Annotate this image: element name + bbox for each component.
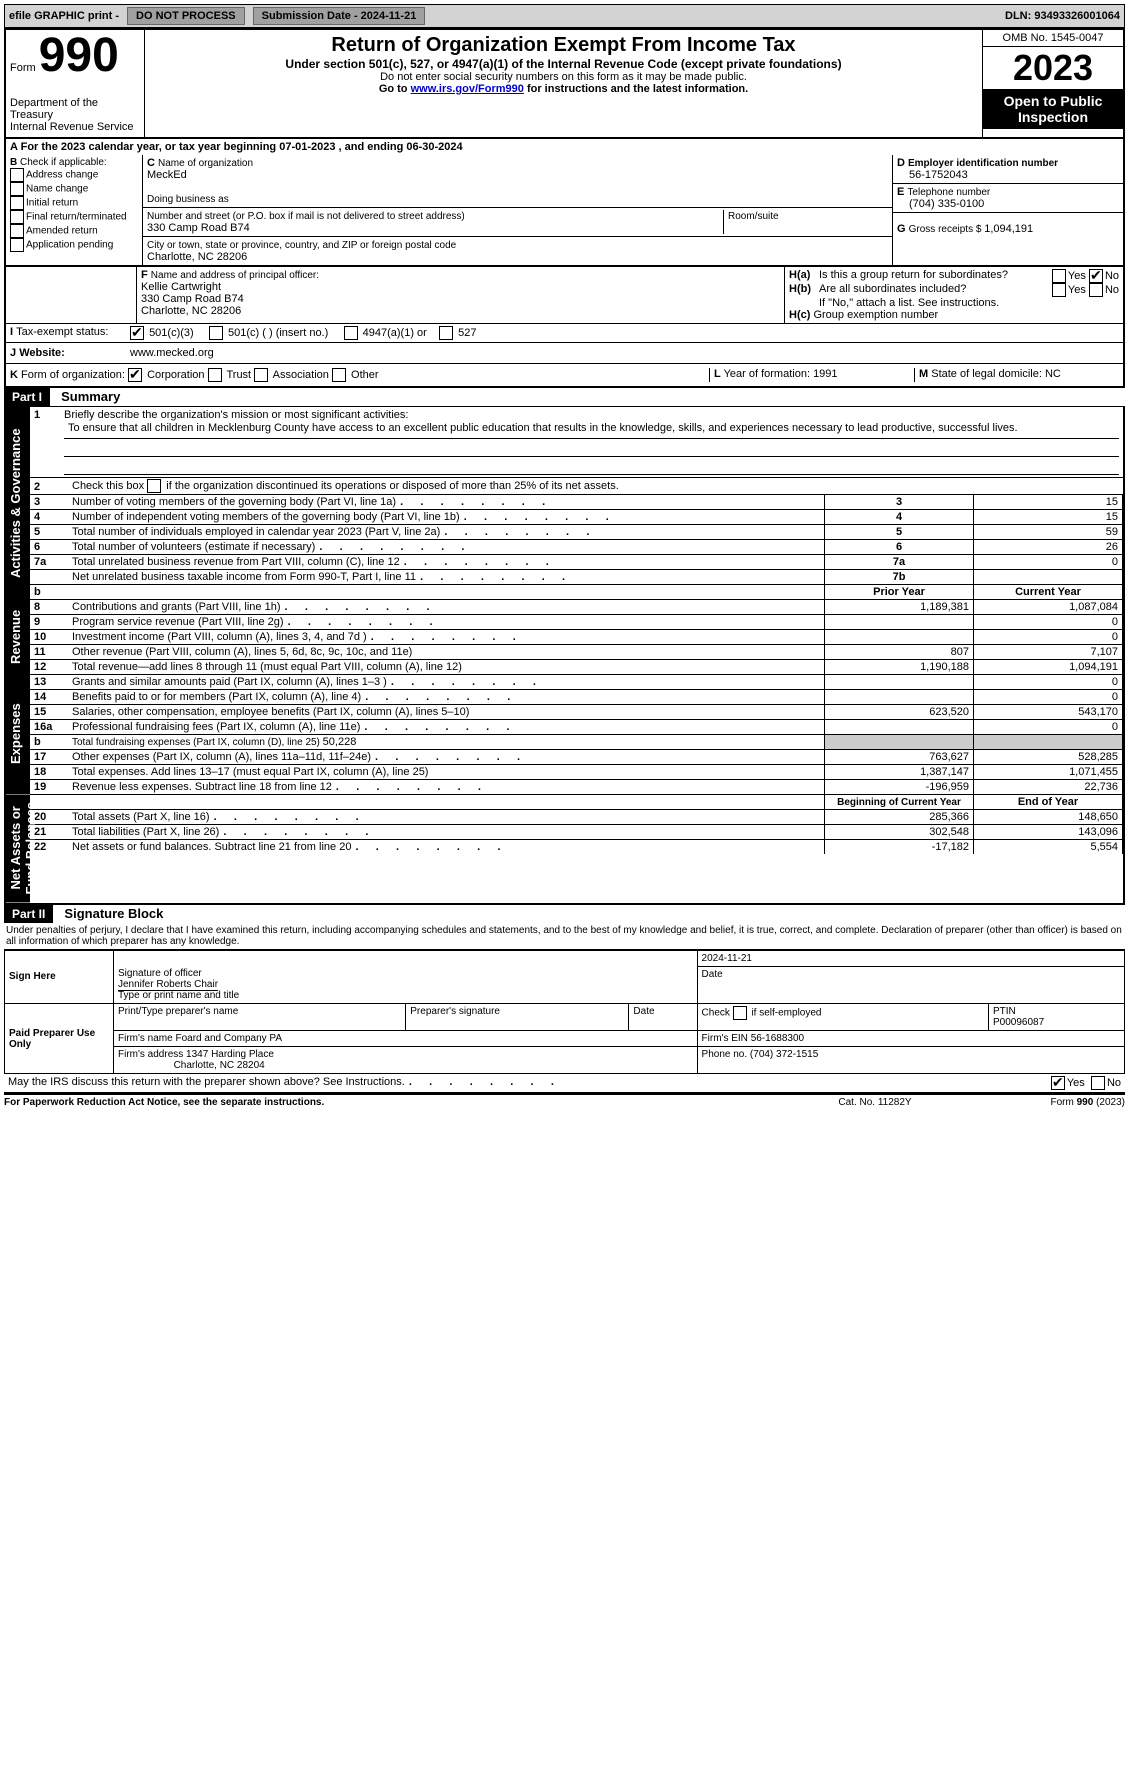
side-activities: Activities & Governance bbox=[6, 407, 30, 599]
dnd-button[interactable]: DO NOT PROCESS bbox=[127, 7, 245, 25]
goto-note: Go to www.irs.gov/Form990 for instructio… bbox=[149, 83, 978, 95]
side-netassets: Net Assets or Fund Balances bbox=[6, 794, 30, 902]
cb-527[interactable] bbox=[439, 326, 453, 340]
cb-discontinued[interactable] bbox=[147, 479, 161, 493]
cb-hb-yes[interactable] bbox=[1052, 283, 1066, 297]
form-header: Form 990 Department of the Treasury Inte… bbox=[4, 28, 1125, 139]
sign-here-label: Sign Here bbox=[5, 950, 114, 1004]
line-i: I Tax-exempt status: 501(c)(3) 501(c) ( … bbox=[4, 324, 1125, 343]
ein: 56-1752043 bbox=[897, 169, 968, 181]
section-fh: F Name and address of principal officer:… bbox=[4, 267, 1125, 324]
page-footer: For Paperwork Reduction Act Notice, see … bbox=[4, 1094, 1125, 1108]
part1-header: Part I Summary bbox=[4, 388, 1125, 407]
submission-date-button[interactable]: Submission Date - 2024-11-21 bbox=[253, 7, 426, 25]
form-word: Form bbox=[10, 62, 36, 74]
return-subtitle: Under section 501(c), 527, or 4947(a)(1)… bbox=[149, 57, 978, 71]
cb-name-change[interactable] bbox=[10, 182, 24, 196]
form-number: 990 bbox=[39, 29, 119, 82]
cb-discuss-yes[interactable] bbox=[1051, 1076, 1065, 1090]
cb-hb-no[interactable] bbox=[1089, 283, 1103, 297]
cb-4947[interactable] bbox=[344, 326, 358, 340]
cb-discuss-no[interactable] bbox=[1091, 1076, 1105, 1090]
cb-trust[interactable] bbox=[208, 368, 222, 382]
section-bcd: B Check if applicable: Address change Na… bbox=[4, 155, 1125, 267]
irs-link[interactable]: www.irs.gov/Form990 bbox=[411, 83, 524, 95]
omb-number: OMB No. 1545-0047 bbox=[983, 30, 1123, 47]
perjury-text: Under penalties of perjury, I declare th… bbox=[4, 923, 1125, 950]
officer-name: Kellie Cartwright bbox=[141, 281, 221, 293]
cb-corp[interactable] bbox=[128, 368, 142, 382]
org-name: MeckEd bbox=[147, 169, 187, 181]
org-city: Charlotte, NC 28206 bbox=[147, 251, 247, 263]
cb-initial-return[interactable] bbox=[10, 196, 24, 210]
part2-header: Part II Signature Block bbox=[4, 905, 1125, 923]
cb-self-emp[interactable] bbox=[733, 1006, 747, 1020]
cb-address-change[interactable] bbox=[10, 168, 24, 182]
cb-ha-yes[interactable] bbox=[1052, 269, 1066, 283]
dept-treasury: Department of the Treasury Internal Reve… bbox=[10, 97, 140, 133]
sign-date: 2024-11-21 bbox=[697, 950, 1124, 966]
ssn-note: Do not enter social security numbers on … bbox=[149, 71, 978, 83]
cb-other-org[interactable] bbox=[332, 368, 346, 382]
side-revenue: Revenue bbox=[6, 599, 30, 674]
return-title: Return of Organization Exempt From Incom… bbox=[149, 34, 978, 57]
firm-ein: 56-1688300 bbox=[751, 1033, 804, 1044]
org-street: 330 Camp Road B74 bbox=[147, 222, 250, 234]
dln-label: DLN: 93493326001064 bbox=[1005, 10, 1120, 22]
efile-topbar: efile GRAPHIC print - DO NOT PROCESS Sub… bbox=[4, 4, 1125, 28]
summary-table: Activities & Governance 1 Briefly descri… bbox=[4, 407, 1125, 904]
line-klm: K Form of organization: Corporation Trus… bbox=[4, 364, 1125, 388]
mission-text: To ensure that all children in Mecklenbu… bbox=[64, 421, 1119, 439]
box-c: C Name of organization MeckEd Doing busi… bbox=[143, 155, 892, 265]
public-inspection: Open to Public Inspection bbox=[983, 89, 1123, 129]
cb-app-pending[interactable] bbox=[10, 238, 24, 252]
cb-501c3[interactable] bbox=[130, 326, 144, 340]
gross-receipts: 1,094,191 bbox=[984, 223, 1033, 235]
firm-name: Foard and Company PA bbox=[175, 1033, 282, 1044]
tax-year: 2023 bbox=[983, 47, 1123, 89]
may-irs-row: May the IRS discuss this return with the… bbox=[4, 1074, 1125, 1094]
efile-label: efile GRAPHIC print - bbox=[9, 10, 119, 22]
line-j: J Website: www.mecked.org bbox=[4, 343, 1125, 364]
firm-phone: (704) 372-1515 bbox=[750, 1049, 818, 1060]
side-expenses: Expenses bbox=[6, 674, 30, 794]
telephone: (704) 335-0100 bbox=[897, 198, 984, 210]
line-a: A For the 2023 calendar year, or tax yea… bbox=[4, 139, 1125, 155]
box-d: D Employer identification number 56-1752… bbox=[892, 155, 1123, 265]
signature-table: Sign Here 2024-11-21 Signature of office… bbox=[4, 950, 1125, 1075]
cb-final-return[interactable] bbox=[10, 210, 24, 224]
cb-assoc[interactable] bbox=[254, 368, 268, 382]
paid-preparer-label: Paid Preparer Use Only bbox=[5, 1004, 114, 1074]
ptin: P00096087 bbox=[993, 1017, 1044, 1028]
box-b: B Check if applicable: Address change Na… bbox=[6, 155, 143, 265]
website: www.mecked.org bbox=[130, 347, 1119, 359]
cb-501c[interactable] bbox=[209, 326, 223, 340]
cb-ha-no[interactable] bbox=[1089, 269, 1103, 283]
cb-amended[interactable] bbox=[10, 224, 24, 238]
